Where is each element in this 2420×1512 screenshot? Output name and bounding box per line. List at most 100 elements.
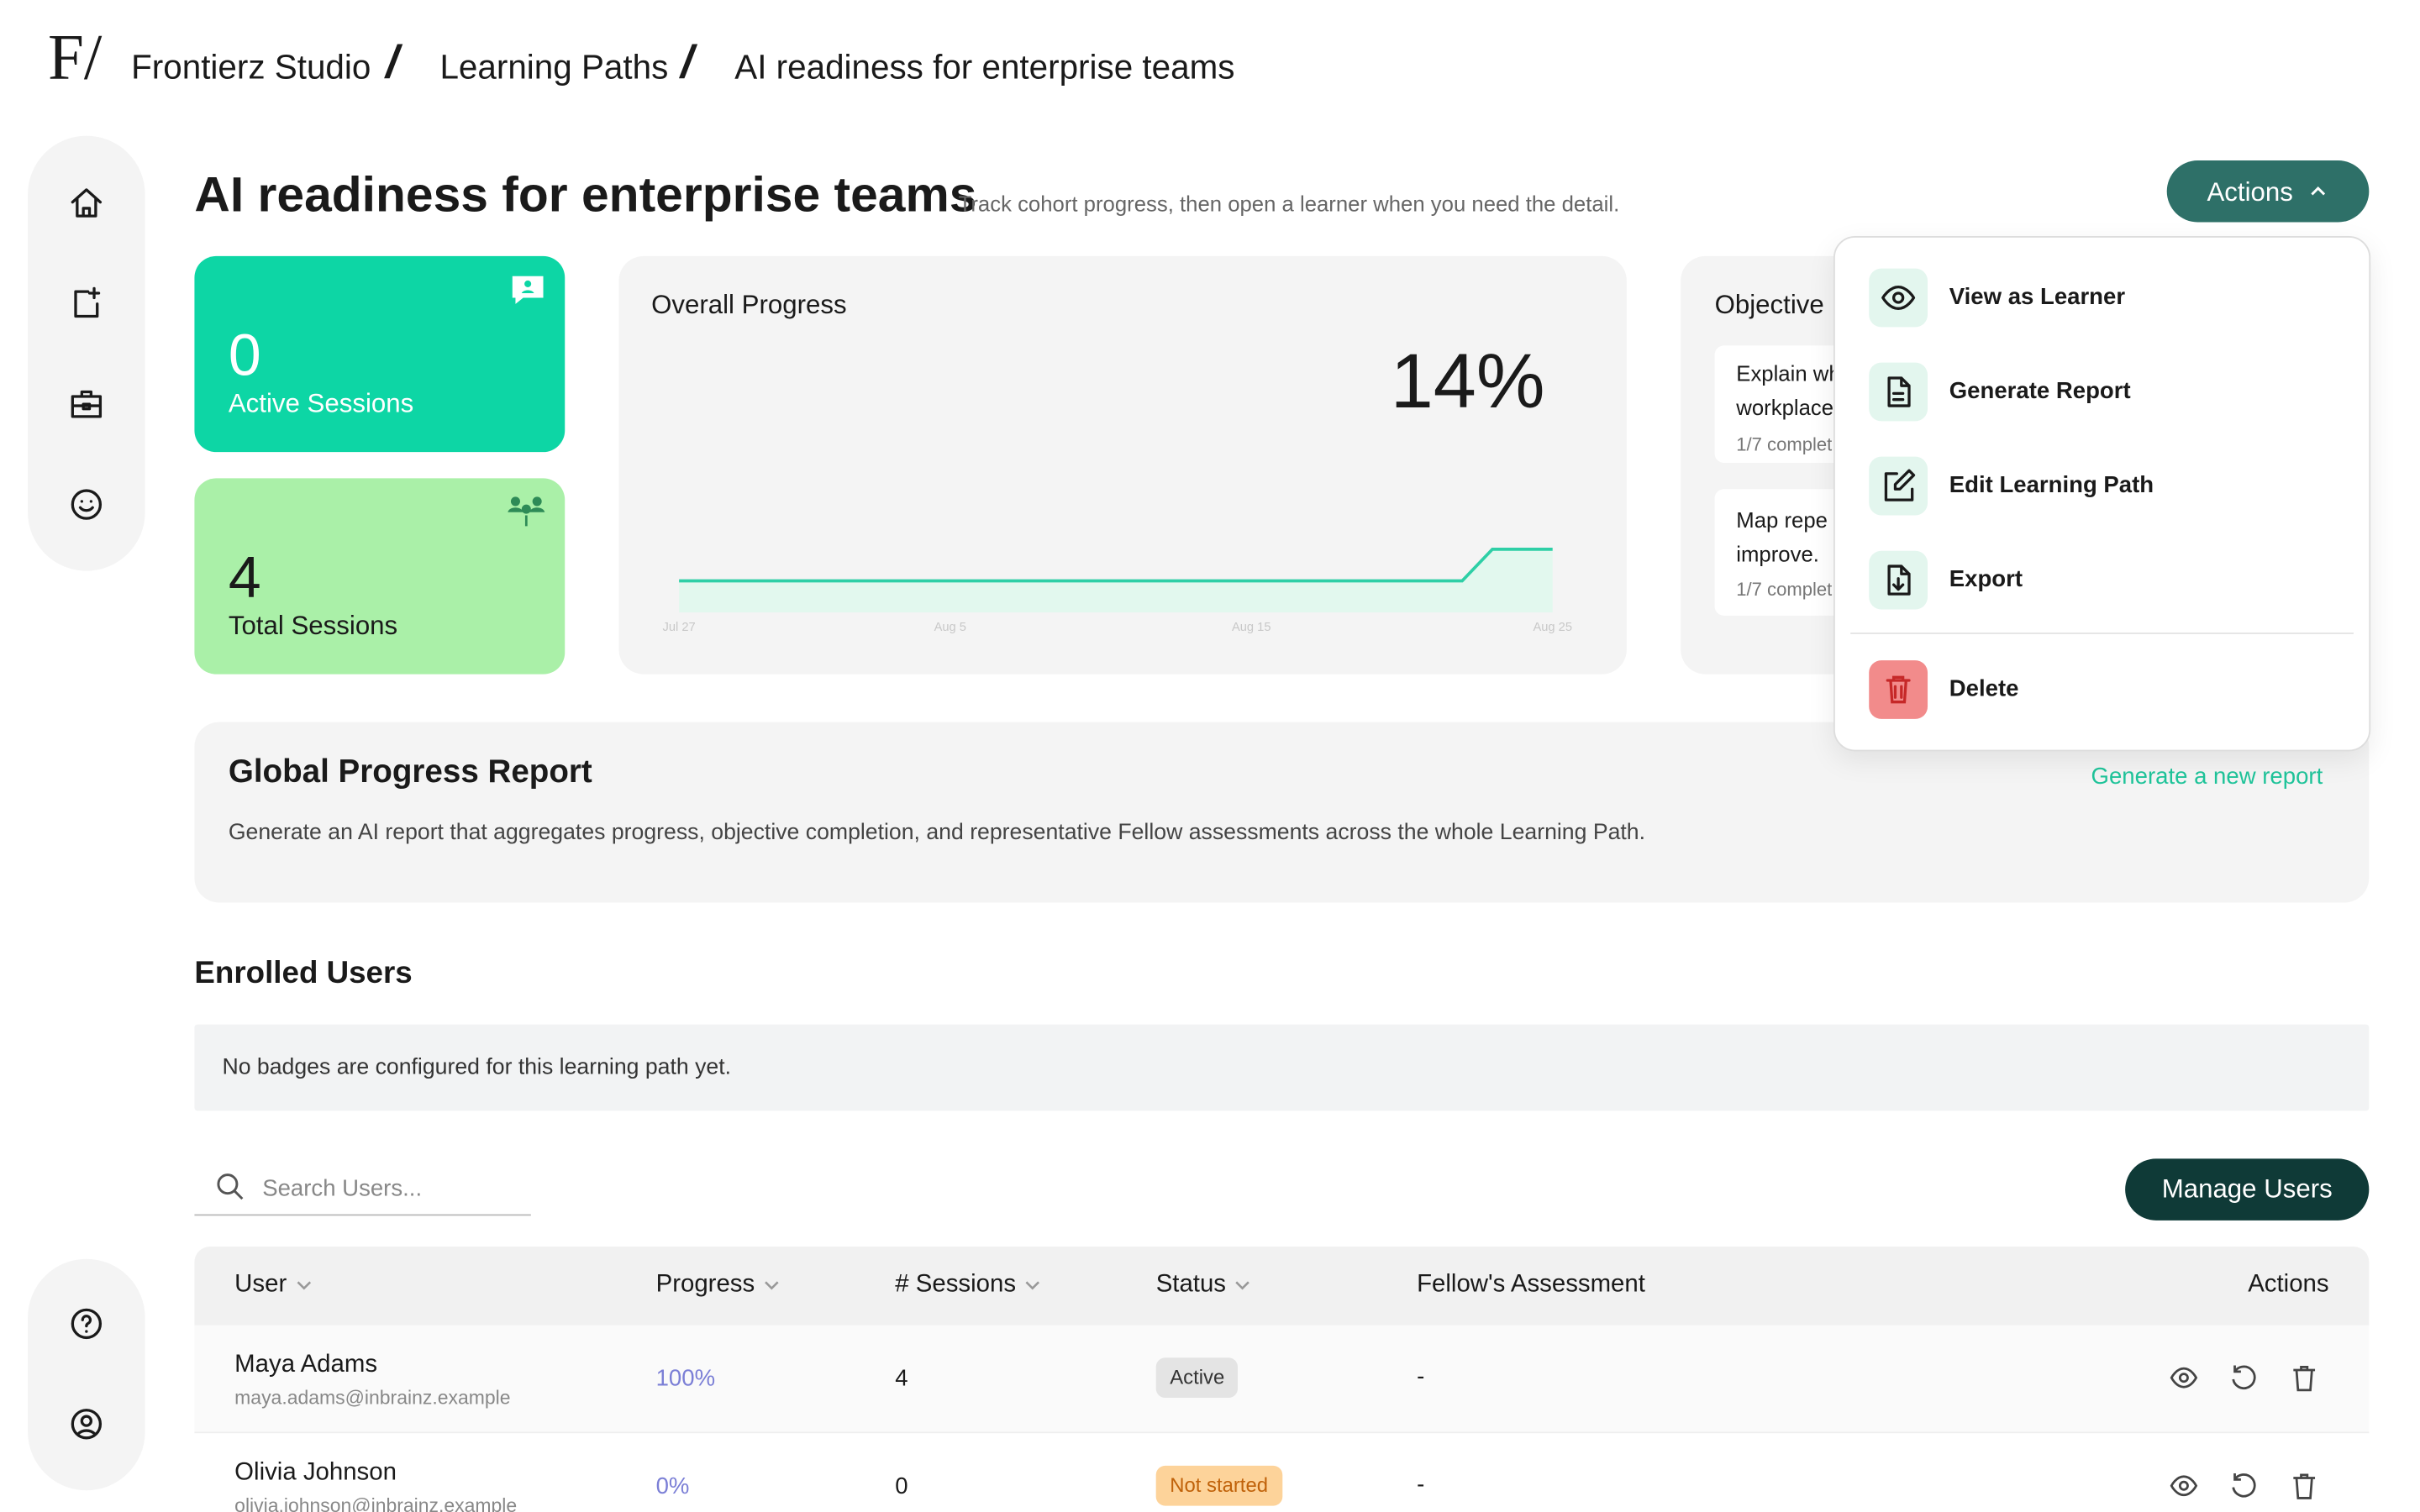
menu-label: Delete [1949,675,2019,702]
sort-icon [1025,1280,1040,1290]
card-title: Overall Progress [651,290,847,320]
column-label: # Sessions [895,1271,1017,1298]
button-label: Actions [2207,177,2293,207]
chevron-up [2311,186,2326,196]
menu-icon [1869,362,1928,422]
menu-icon [1869,550,1928,610]
sort-icon [1235,1280,1250,1290]
card-title: Objective [1714,290,1824,320]
menu-icon [1869,456,1928,516]
menu-item-danger[interactable]: Delete [1869,660,2332,722]
objective-text: workplace [1736,395,1834,420]
column-header: Actions [2248,1271,2329,1298]
column-header[interactable]: Progress [656,1271,780,1299]
menu-label: Export [1949,566,2023,593]
column-header[interactable]: Status [1156,1271,1251,1299]
menu-label: View as Learner [1949,283,2126,311]
table-row: Maya Adams maya.adams@inbrainz.example 100… [194,1325,2370,1434]
menu-icon [1869,268,1928,328]
menu-icon [1869,660,1928,719]
column-header[interactable]: # Sessions [895,1271,1040,1299]
objective-progress: 1/7 complet [1736,578,1833,601]
stat-label: Total Sessions [228,611,398,641]
reset-icon[interactable] [2228,1362,2260,1394]
column-label: User [234,1271,287,1298]
progress-card: Overall Progress 14% Jul 27 Aug 5 Aug 15 Au… [618,255,1627,675]
table-header: User Progress # Sessions Status Fellow's… [194,1247,2370,1326]
progress-line [679,548,1553,583]
sort-icon [297,1280,311,1290]
menu-item[interactable]: Edit Learning Path [1869,456,2332,518]
menu-item[interactable]: View as Learner [1869,268,2332,330]
column-header: Fellow's Assessment [1417,1271,1645,1298]
sidebar-bottom [28,1258,145,1491]
smile-icon[interactable] [68,486,105,523]
manage-users-button[interactable]: Manage Users [2125,1158,2370,1221]
menu-divider [1850,633,2354,634]
search-icon [217,1173,244,1200]
breadcrumb-separator: / [386,37,399,88]
stat-label: Active Sessions [228,388,414,418]
page-subtitle: Track cohort progress, then open a learn… [958,191,1620,217]
user-sessions: 4 [895,1365,908,1392]
menu-label: Edit Learning Path [1949,472,2154,499]
stat-value: 0 [228,323,261,389]
stat-card: 4 Total Sessions [194,478,566,675]
user-assessment: - [1417,1472,1425,1499]
objective-text: Explain wh [1736,360,1841,386]
user-name: Maya Adams [234,1351,378,1378]
user-assessment: - [1417,1363,1425,1390]
search-placeholder: Search Users... [262,1175,423,1202]
chat-icon [512,276,544,304]
stat-value: 4 [228,546,261,612]
delete-icon[interactable] [2289,1362,2320,1394]
reset-icon[interactable] [2228,1470,2260,1501]
logo[interactable]: F/ [47,23,103,95]
report-card: Global Progress Report Generate an AI re… [194,722,2370,903]
menu-item[interactable]: Generate Report [1869,362,2332,424]
menu-label: Generate Report [1949,377,2131,405]
search-input[interactable]: Search Users... [194,1160,531,1216]
report-link[interactable]: Generate a new report [2091,764,2323,790]
view-icon[interactable] [2169,1362,2200,1394]
help-icon[interactable] [68,1305,105,1342]
view-icon[interactable] [2169,1470,2200,1501]
report-description: Generate an AI report that aggregates pr… [228,821,1646,846]
delete-icon[interactable] [2289,1470,2320,1501]
column-label: Progress [655,1271,755,1298]
actions-menu: View as Learner Generate Report Edit Lea… [1833,236,2371,752]
column-header[interactable]: User [234,1271,311,1299]
progress-value: 14% [1390,338,1545,425]
breadcrumb-separator: / [680,37,694,88]
actions-button[interactable]: Actions [2166,160,2370,223]
user-name: Olivia Johnson [234,1459,397,1486]
breadcrumb-item[interactable]: Frontierz Studio [131,47,371,87]
menu-item[interactable]: Export [1869,550,2332,612]
x-tick-label: Aug 5 [934,621,966,634]
breadcrumb-item: AI readiness for enterprise teams [734,47,1235,87]
column-label: Status [1155,1271,1226,1298]
user-progress: 0% [655,1473,690,1500]
section-title: Enrolled Users [194,956,413,991]
stat-card: 0 Active Sessions [194,255,566,453]
profile-icon[interactable] [68,1405,105,1442]
status-pill: Active [1155,1357,1239,1399]
report-title: Global Progress Report [228,754,592,790]
note-text: No badges are configured for this learni… [222,1055,732,1080]
briefcase-icon[interactable] [68,386,105,423]
user-progress: 100% [655,1365,716,1392]
x-tick-label: Aug 25 [1533,621,1572,634]
page-title: AI readiness for enterprise teams [194,166,977,223]
user-sessions: 0 [895,1473,908,1500]
x-tick-label: Aug 15 [1232,621,1271,634]
home-icon[interactable] [68,185,105,222]
sidebar-nav [28,135,145,571]
badges-note: No badges are configured for this learni… [194,1024,2370,1111]
breadcrumb-item[interactable]: Learning Paths [439,47,669,87]
new-icon[interactable] [68,286,105,323]
status-pill: Not started [1155,1465,1282,1506]
user-email: olivia.johnson@inbrainz.example [234,1494,518,1512]
user-email: maya.adams@inbrainz.example [234,1387,511,1409]
